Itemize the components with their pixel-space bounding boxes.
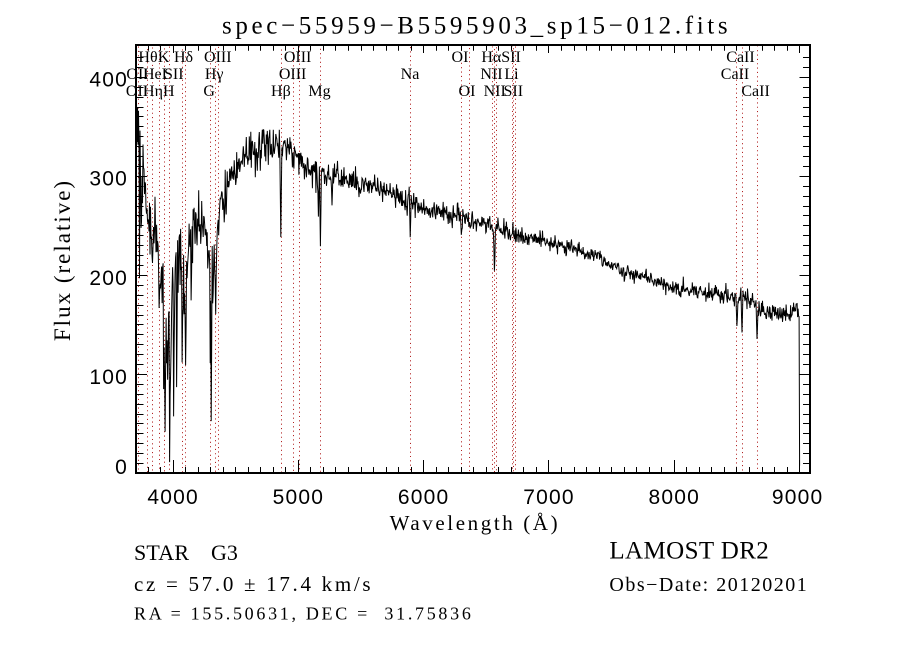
svg-text:4000: 4000 <box>147 486 199 509</box>
svg-text:Hγ: Hγ <box>205 66 224 83</box>
svg-text:SII: SII <box>501 49 521 66</box>
svg-text:Hβ: Hβ <box>271 83 291 100</box>
svg-text:Hα: Hα <box>481 49 502 66</box>
svg-text:LAMOST DR2: LAMOST DR2 <box>609 538 769 565</box>
svg-text:OI: OI <box>459 83 476 100</box>
svg-text:STAR: STAR <box>134 540 189 565</box>
svg-text:cz = 57.0 ± 17.4 km/s: cz = 57.0 ± 17.4 km/s <box>134 572 373 596</box>
svg-text:OII: OII <box>126 83 148 100</box>
svg-text:Mg: Mg <box>308 83 330 100</box>
svg-text:Obs−Date: 20120201: Obs−Date: 20120201 <box>609 574 808 596</box>
svg-text:spec−55959−B5595903_sp15−012.f: spec−55959−B5595903_sp15−012.fits <box>222 13 731 40</box>
svg-text:6000: 6000 <box>398 486 450 509</box>
svg-text:H: H <box>163 83 175 100</box>
svg-text:7000: 7000 <box>523 486 575 509</box>
svg-text:300: 300 <box>89 168 128 191</box>
svg-text:OII: OII <box>126 66 148 83</box>
svg-text:Flux (relative): Flux (relative) <box>50 179 75 341</box>
svg-text:CaII: CaII <box>741 83 769 100</box>
svg-text:9000: 9000 <box>772 486 824 509</box>
svg-text:K: K <box>158 49 170 66</box>
svg-text:OIII: OIII <box>204 49 232 66</box>
svg-text:RA = 155.50631, DEC = 31.7583: RA = 155.50631, DEC = 31.75836 <box>134 604 474 624</box>
svg-text:SII: SII <box>504 83 524 100</box>
svg-text:CaII: CaII <box>726 49 754 66</box>
svg-text:Hδ: Hδ <box>174 49 193 66</box>
svg-text:HeI: HeI <box>143 66 167 83</box>
svg-text:8000: 8000 <box>649 486 701 509</box>
svg-text:OIII: OIII <box>279 66 307 83</box>
svg-text:Li: Li <box>504 66 519 83</box>
svg-text:Wavelength (Å): Wavelength (Å) <box>390 511 561 535</box>
svg-text:OI: OI <box>452 49 469 66</box>
svg-text:200: 200 <box>89 267 128 290</box>
svg-text:G3: G3 <box>211 540 238 565</box>
svg-text:5000: 5000 <box>273 486 325 509</box>
svg-text:0: 0 <box>115 456 128 479</box>
svg-text:OIII: OIII <box>284 49 312 66</box>
svg-text:CaII: CaII <box>721 66 749 83</box>
svg-text:Hη: Hη <box>143 83 163 100</box>
svg-text:G: G <box>203 83 215 100</box>
svg-text:SII: SII <box>164 66 184 83</box>
svg-text:NII: NII <box>480 66 502 83</box>
svg-text:400: 400 <box>89 69 128 92</box>
svg-text:100: 100 <box>89 366 128 389</box>
svg-text:NII: NII <box>484 83 506 100</box>
svg-text:Hθ: Hθ <box>138 49 157 66</box>
svg-text:Na: Na <box>401 66 420 83</box>
